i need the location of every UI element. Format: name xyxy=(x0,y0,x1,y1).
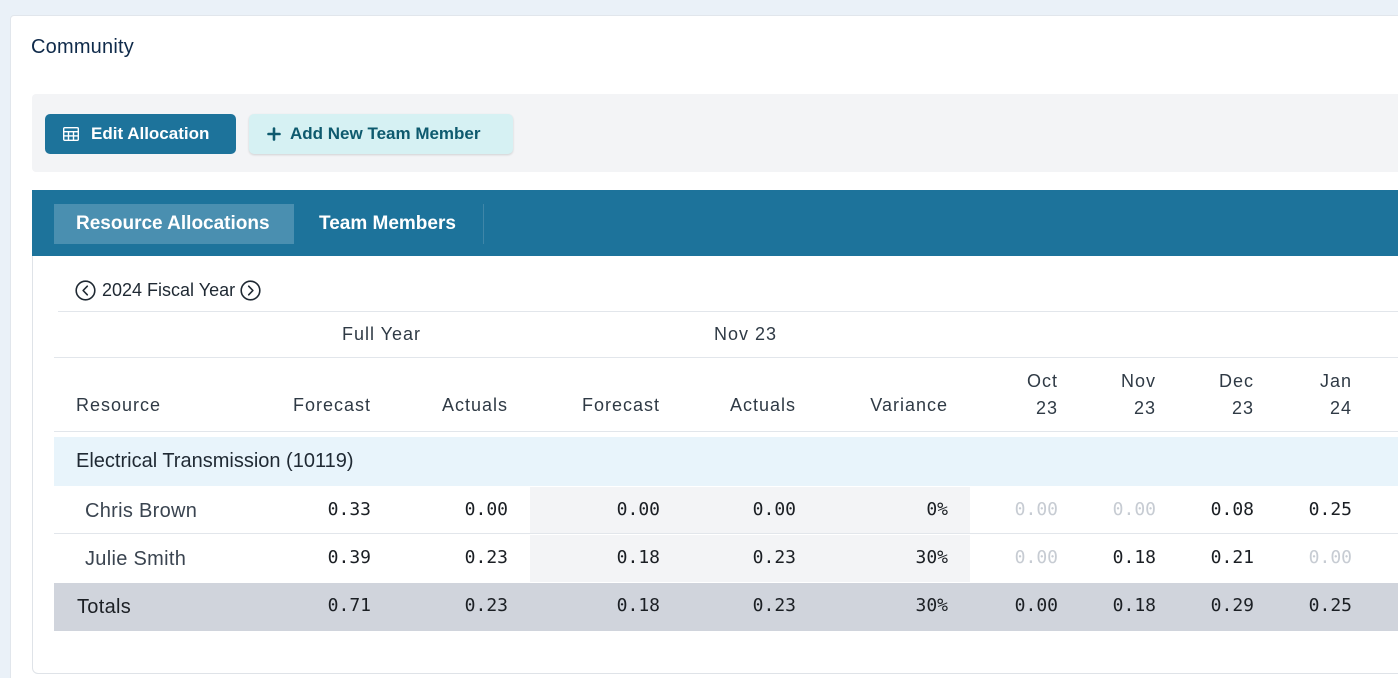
month-actuals-total: 0.23 xyxy=(752,595,796,616)
column-header-month-variance: Variance xyxy=(870,395,948,415)
month-variance-cell: 0% xyxy=(926,499,948,520)
fy-forecast-cell: 0.39 xyxy=(327,547,371,568)
month-actuals-cell: 0.00 xyxy=(752,499,796,520)
oct-total: 0.00 xyxy=(1014,595,1058,616)
column-header-nov-month: Nov xyxy=(1120,371,1156,391)
column-header-dec-month: Dec xyxy=(1218,371,1254,391)
jan-total: 0.25 xyxy=(1308,595,1352,616)
dec-cell: 0.21 xyxy=(1210,547,1254,568)
edit-allocation-label: Edit Allocation xyxy=(91,124,210,143)
nov-total: 0.18 xyxy=(1112,595,1156,616)
tab-team-members[interactable]: Team Members xyxy=(298,204,484,244)
totals-label: Totals xyxy=(77,596,132,618)
divider xyxy=(54,357,1398,358)
column-header-oct: Oct 23 xyxy=(990,368,1058,422)
tab-resource-allocations[interactable]: Resource Allocations xyxy=(54,204,294,244)
table-row[interactable]: Chris Brown 0.33 0.00 0.00 0.00 0% 0.00 … xyxy=(54,487,1398,534)
month-forecast-total: 0.18 xyxy=(616,595,660,616)
fy-forecast-cell: 0.33 xyxy=(327,499,371,520)
add-team-member-button[interactable]: Add New Team Member xyxy=(249,114,513,154)
fiscal-year-label: 2024 Fiscal Year xyxy=(102,279,236,300)
nov-cell: 0.00 xyxy=(1112,499,1156,520)
page-title: Community xyxy=(31,36,134,58)
resource-name: Chris Brown xyxy=(85,500,198,522)
dec-cell: 0.08 xyxy=(1210,499,1254,520)
oct-cell: 0.00 xyxy=(1014,547,1058,568)
chevron-left-circle-icon[interactable] xyxy=(75,279,96,301)
tab-bar: Resource Allocations Team Members xyxy=(32,190,1398,256)
chevron-right-circle-icon[interactable] xyxy=(240,279,261,301)
column-header-jan: Jan 24 xyxy=(1284,368,1352,422)
month-variance-cell: 30% xyxy=(915,547,948,568)
edit-allocation-button[interactable]: Edit Allocation xyxy=(45,114,236,154)
group-row[interactable]: Electrical Transmission (10119) xyxy=(54,437,1398,486)
divider xyxy=(54,431,1398,432)
jan-cell: 0.25 xyxy=(1308,499,1352,520)
fy-forecast-total: 0.71 xyxy=(327,595,371,616)
totals-row: Totals 0.71 0.23 0.18 0.23 30% 0.00 0.18… xyxy=(54,583,1398,631)
month-variance-total: 30% xyxy=(915,595,948,616)
column-header-jan-month: Jan xyxy=(1319,371,1352,391)
column-header-jan-year: 24 xyxy=(1329,398,1352,418)
column-header-oct-year: 23 xyxy=(1035,398,1058,418)
column-header-fy-forecast: Forecast xyxy=(292,395,371,415)
fiscal-year-selector: 2024 Fiscal Year xyxy=(75,278,261,302)
month-forecast-cell: 0.18 xyxy=(616,547,660,568)
table-icon xyxy=(63,127,79,141)
column-header-fy-actuals: Actuals xyxy=(441,395,508,415)
plus-icon xyxy=(267,127,281,141)
month-shading xyxy=(530,487,970,533)
column-header-dec: Dec 23 xyxy=(1186,368,1254,422)
column-header-nov-year: 23 xyxy=(1133,398,1156,418)
fy-actuals-total: 0.23 xyxy=(464,595,508,616)
resource-name: Julie Smith xyxy=(85,548,187,570)
jan-cell: 0.00 xyxy=(1308,547,1352,568)
month-header: Nov 23 xyxy=(714,324,778,344)
divider xyxy=(58,311,1398,312)
table-row[interactable]: Julie Smith 0.39 0.23 0.18 0.23 30% 0.00… xyxy=(54,535,1398,582)
column-header-resource: Resource xyxy=(76,395,162,415)
dec-total: 0.29 xyxy=(1210,595,1254,616)
column-header-month-actuals: Actuals xyxy=(729,395,796,415)
column-header-month-forecast: Forecast xyxy=(581,395,660,415)
toolbar: Edit Allocation Add New Team Member xyxy=(32,94,1398,172)
fy-actuals-cell: 0.00 xyxy=(464,499,508,520)
column-header-dec-year: 23 xyxy=(1231,398,1254,418)
month-forecast-cell: 0.00 xyxy=(616,499,660,520)
month-actuals-cell: 0.23 xyxy=(752,547,796,568)
group-name: Electrical Transmission (10119) xyxy=(76,450,354,472)
fy-actuals-cell: 0.23 xyxy=(464,547,508,568)
nov-cell: 0.18 xyxy=(1112,547,1156,568)
oct-cell: 0.00 xyxy=(1014,499,1058,520)
month-shading xyxy=(530,535,970,582)
column-header-oct-month: Oct xyxy=(1026,371,1058,391)
column-header-nov: Nov 23 xyxy=(1088,368,1156,422)
full-year-header: Full Year xyxy=(342,324,422,344)
add-team-member-label: Add New Team Member xyxy=(290,124,481,143)
